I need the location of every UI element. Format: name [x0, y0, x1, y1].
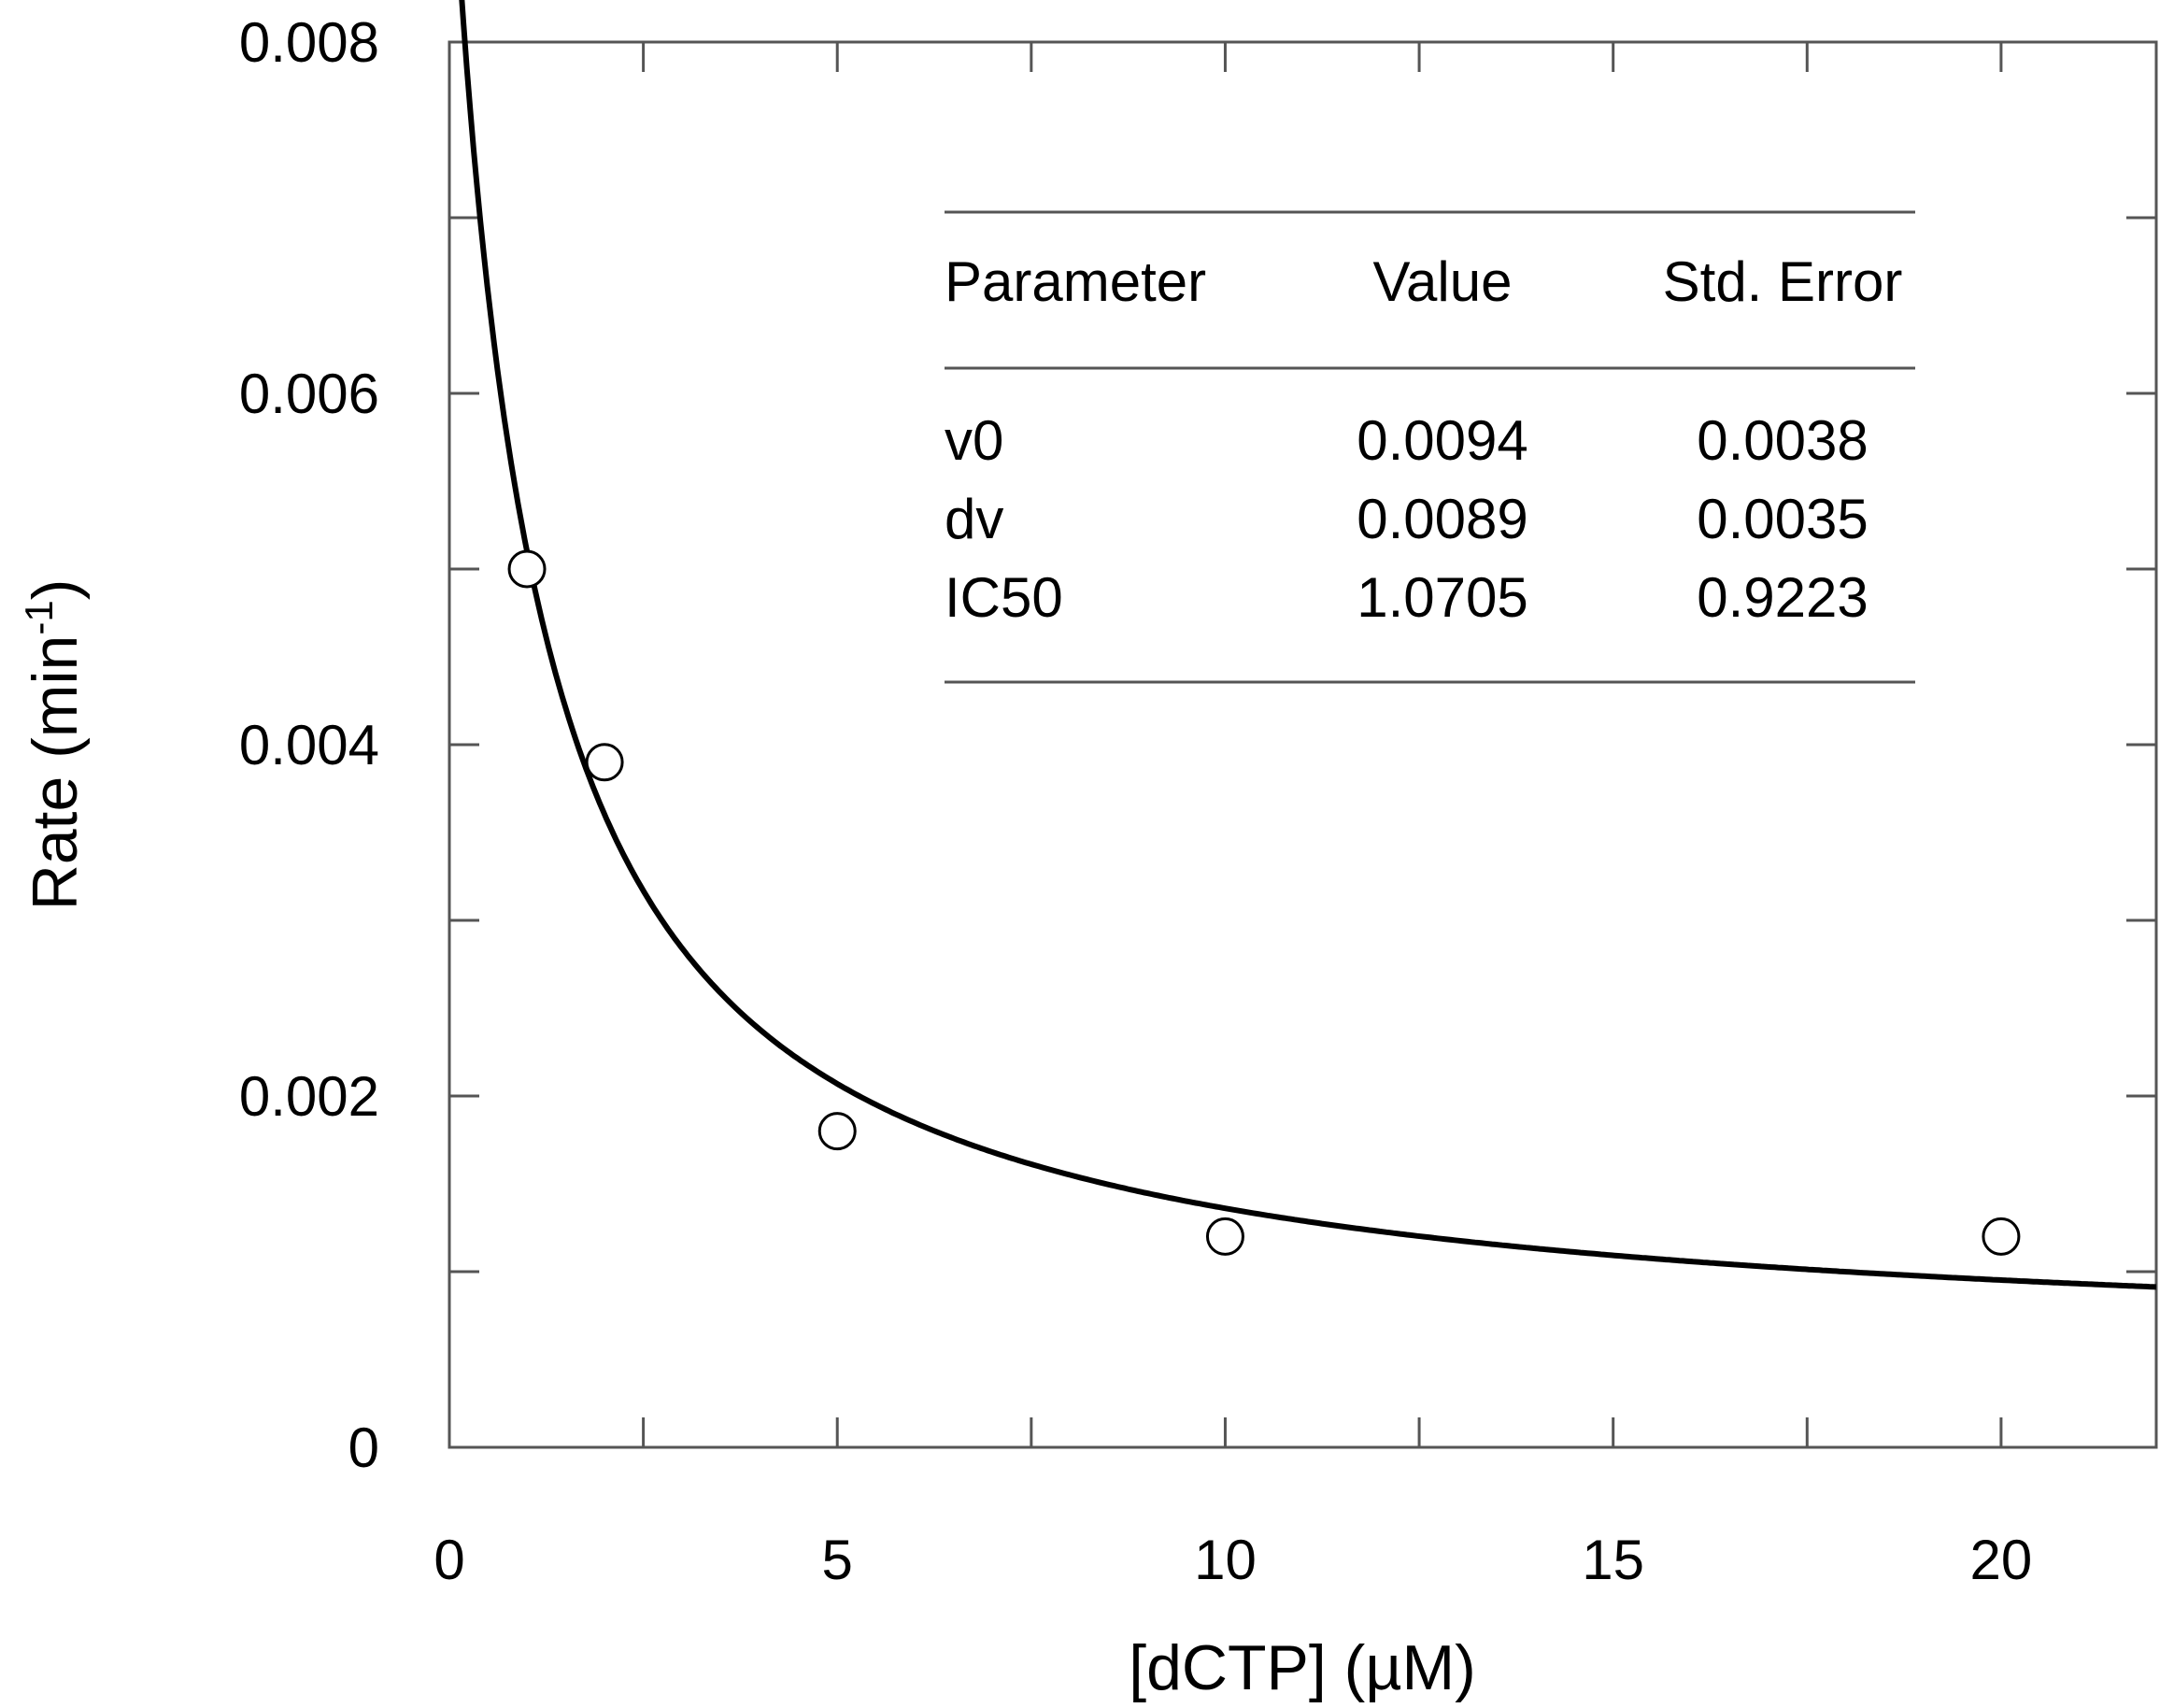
x-tick-label: 20: [1970, 1529, 2033, 1591]
y-tick-label: 0: [348, 1416, 379, 1479]
x-axis-tick-labels: 0 5 10 15 20: [433, 1529, 2032, 1591]
table-row-dv-value: 0.0089: [1357, 488, 1528, 550]
fit-curve: [459, 0, 2156, 1290]
table-row-v0-error: 0.0038: [1697, 409, 1869, 472]
data-points: [507, 549, 2021, 1256]
y-axis-ticks: [449, 216, 2156, 1274]
data-point: [507, 549, 547, 589]
data-point: [1982, 1217, 2021, 1256]
x-axis-label: [dCTP] (µM): [1129, 1632, 1476, 1703]
parameter-table: Parameter Value Std. Error v0 0.0094 0.0…: [945, 210, 1915, 684]
table-header-std-error: Std. Error: [1663, 250, 1903, 313]
table-header-parameter: Parameter: [945, 250, 1206, 313]
table-row-ic50-error: 0.9223: [1697, 566, 1869, 629]
y-tick-label: 0.004: [239, 714, 379, 776]
y-tick-label: 0.008: [239, 11, 379, 74]
y-tick-label: 0.002: [239, 1065, 379, 1128]
x-axis-ticks: [642, 42, 2003, 1447]
x-tick-label: 10: [1194, 1529, 1257, 1591]
x-tick-label: 15: [1582, 1529, 1644, 1591]
table-row-dv-error: 0.0035: [1697, 488, 1869, 550]
data-point: [585, 743, 624, 782]
data-point: [1205, 1217, 1244, 1256]
table-row-ic50-value: 1.0705: [1357, 566, 1528, 629]
y-axis-tick-labels: 0 0.002 0.004 0.006 0.008: [239, 11, 379, 1479]
table-row-v0-value: 0.0094: [1357, 409, 1528, 472]
table-row-dv-name: dv: [945, 488, 1003, 550]
x-tick-label: 5: [822, 1529, 853, 1591]
x-tick-label: 0: [433, 1529, 464, 1591]
data-point: [817, 1112, 857, 1151]
y-axis-label-close: ): [20, 579, 91, 601]
y-tick-label: 0.006: [239, 363, 379, 425]
table-header-value: Value: [1372, 250, 1512, 313]
y-axis-label-main: Rate (min: [20, 635, 91, 911]
table-row-ic50-name: IC50: [945, 566, 1063, 629]
y-axis-label: Rate (min-1): [17, 579, 91, 911]
table-row-v0-name: v0: [945, 409, 1003, 472]
y-axis-label-superscript: -1: [17, 600, 61, 634]
